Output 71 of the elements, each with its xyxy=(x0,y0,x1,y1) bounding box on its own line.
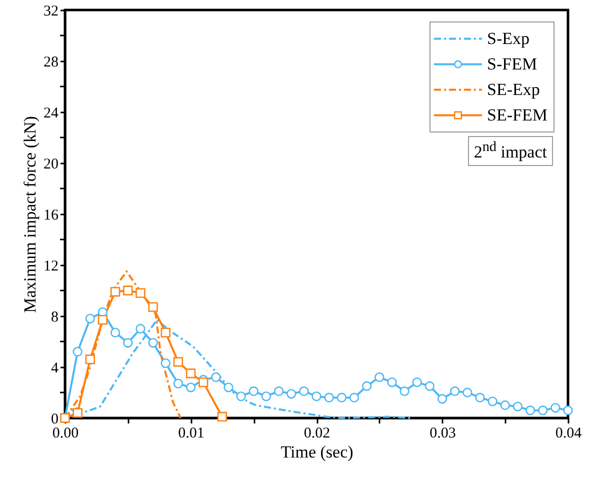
point xyxy=(217,412,228,422)
point xyxy=(198,377,208,388)
point xyxy=(110,328,120,338)
legend-label: S-FEM xyxy=(487,54,538,74)
point xyxy=(400,386,410,396)
x-tick-label: 0.04 xyxy=(555,426,582,442)
y-tick-label: 8 xyxy=(51,310,58,326)
y-tick-label: 16 xyxy=(44,208,59,224)
x-tick-label: 0.02 xyxy=(304,426,330,442)
point xyxy=(312,392,322,402)
point xyxy=(85,314,95,324)
point xyxy=(450,386,460,396)
x-tick-label: 0.01 xyxy=(178,426,204,442)
y-tick-label: 32 xyxy=(44,4,58,20)
point xyxy=(186,382,196,392)
point xyxy=(98,314,108,325)
point xyxy=(299,386,309,396)
point xyxy=(538,406,548,416)
point xyxy=(500,400,510,410)
point xyxy=(324,392,334,402)
point xyxy=(362,381,372,391)
point xyxy=(148,338,158,348)
point xyxy=(387,377,397,388)
point xyxy=(437,394,448,404)
point xyxy=(173,357,184,367)
point xyxy=(136,288,146,298)
y-tick-label: 28 xyxy=(44,54,58,70)
y-axis-title: Maximum impact force (kN) xyxy=(20,116,40,313)
y-tick-label: 0 xyxy=(51,412,58,428)
point xyxy=(224,382,234,392)
point xyxy=(211,372,221,382)
point xyxy=(248,386,258,396)
point xyxy=(236,392,246,402)
legend-label: SE-FEM xyxy=(487,105,548,124)
x-tick-label: 0.00 xyxy=(52,426,79,442)
point xyxy=(525,406,536,416)
y-tick-label: 24 xyxy=(44,106,59,122)
point xyxy=(123,286,133,296)
point xyxy=(475,392,485,402)
point xyxy=(261,392,272,402)
point xyxy=(123,338,133,348)
point xyxy=(412,377,422,388)
x-axis-title: Time (sec) xyxy=(280,442,354,462)
y-tick-label: 20 xyxy=(44,156,58,172)
point xyxy=(336,392,346,402)
point xyxy=(110,286,120,297)
legend-label: S-Exp xyxy=(487,28,530,48)
y-tick-label: 12 xyxy=(44,258,58,274)
point xyxy=(85,354,95,364)
point xyxy=(550,402,560,413)
y-tick-label: 4 xyxy=(51,360,59,376)
point xyxy=(136,324,146,334)
point xyxy=(488,396,498,406)
point xyxy=(173,378,184,388)
point xyxy=(72,346,82,357)
point xyxy=(186,368,196,378)
point xyxy=(424,381,435,391)
point xyxy=(286,388,296,399)
point xyxy=(148,302,158,312)
annotation: 2$^{nd}$ impact xyxy=(468,136,553,166)
point xyxy=(349,392,360,402)
point xyxy=(462,388,472,398)
point xyxy=(160,328,170,338)
x-tick-label: 0.03 xyxy=(430,426,456,442)
point xyxy=(160,358,170,368)
point xyxy=(374,372,384,382)
legend-label: SE-Exp xyxy=(487,80,540,99)
point xyxy=(512,402,523,412)
point xyxy=(72,408,82,418)
point xyxy=(563,406,573,416)
point xyxy=(274,386,284,396)
